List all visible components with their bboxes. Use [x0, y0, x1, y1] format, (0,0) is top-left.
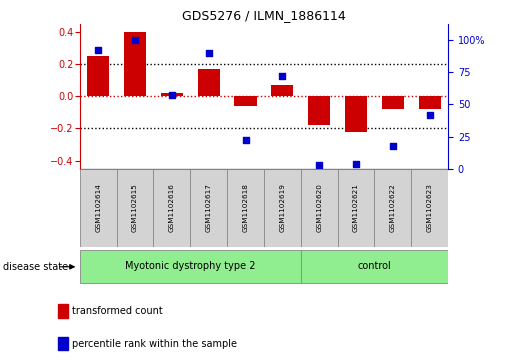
Bar — [161, 93, 183, 96]
Bar — [382, 96, 404, 109]
Point — [242, 138, 250, 143]
Bar — [264, 169, 301, 247]
Text: GSM1102622: GSM1102622 — [390, 183, 396, 232]
Bar — [271, 85, 294, 96]
Text: GSM1102617: GSM1102617 — [205, 183, 212, 232]
Title: GDS5276 / ILMN_1886114: GDS5276 / ILMN_1886114 — [182, 9, 346, 23]
Bar — [411, 169, 448, 247]
Bar — [80, 169, 117, 247]
Bar — [124, 32, 146, 96]
Bar — [345, 96, 367, 132]
Bar — [419, 96, 441, 109]
Point — [94, 47, 102, 53]
Bar — [227, 169, 264, 247]
Bar — [58, 337, 68, 350]
Bar — [308, 96, 330, 125]
Text: transformed count: transformed count — [72, 306, 163, 316]
Text: percentile rank within the sample: percentile rank within the sample — [72, 339, 237, 349]
Bar — [301, 250, 448, 283]
Text: control: control — [357, 261, 391, 271]
Text: GSM1102616: GSM1102616 — [169, 183, 175, 232]
Bar — [198, 69, 220, 96]
Bar — [116, 169, 153, 247]
Point — [204, 50, 213, 56]
Text: disease state: disease state — [3, 262, 67, 272]
Bar — [234, 96, 256, 106]
Text: GSM1102620: GSM1102620 — [316, 183, 322, 232]
Point — [315, 162, 323, 168]
Bar — [301, 169, 338, 247]
Bar — [374, 169, 411, 247]
Text: GSM1102621: GSM1102621 — [353, 183, 359, 232]
Text: GSM1102614: GSM1102614 — [95, 183, 101, 232]
Bar — [87, 56, 109, 96]
Point — [131, 37, 139, 42]
Point — [425, 112, 434, 118]
Text: GSM1102619: GSM1102619 — [279, 183, 285, 232]
Text: Myotonic dystrophy type 2: Myotonic dystrophy type 2 — [125, 261, 255, 271]
Text: GSM1102623: GSM1102623 — [426, 183, 433, 232]
Bar — [58, 305, 68, 318]
Point — [278, 73, 286, 79]
Point — [352, 161, 360, 167]
Text: GSM1102618: GSM1102618 — [243, 183, 249, 232]
Point — [168, 92, 176, 98]
Bar — [80, 250, 301, 283]
Text: GSM1102615: GSM1102615 — [132, 183, 138, 232]
Bar — [153, 169, 191, 247]
Point — [389, 143, 397, 148]
Bar — [338, 169, 374, 247]
Bar — [191, 169, 227, 247]
